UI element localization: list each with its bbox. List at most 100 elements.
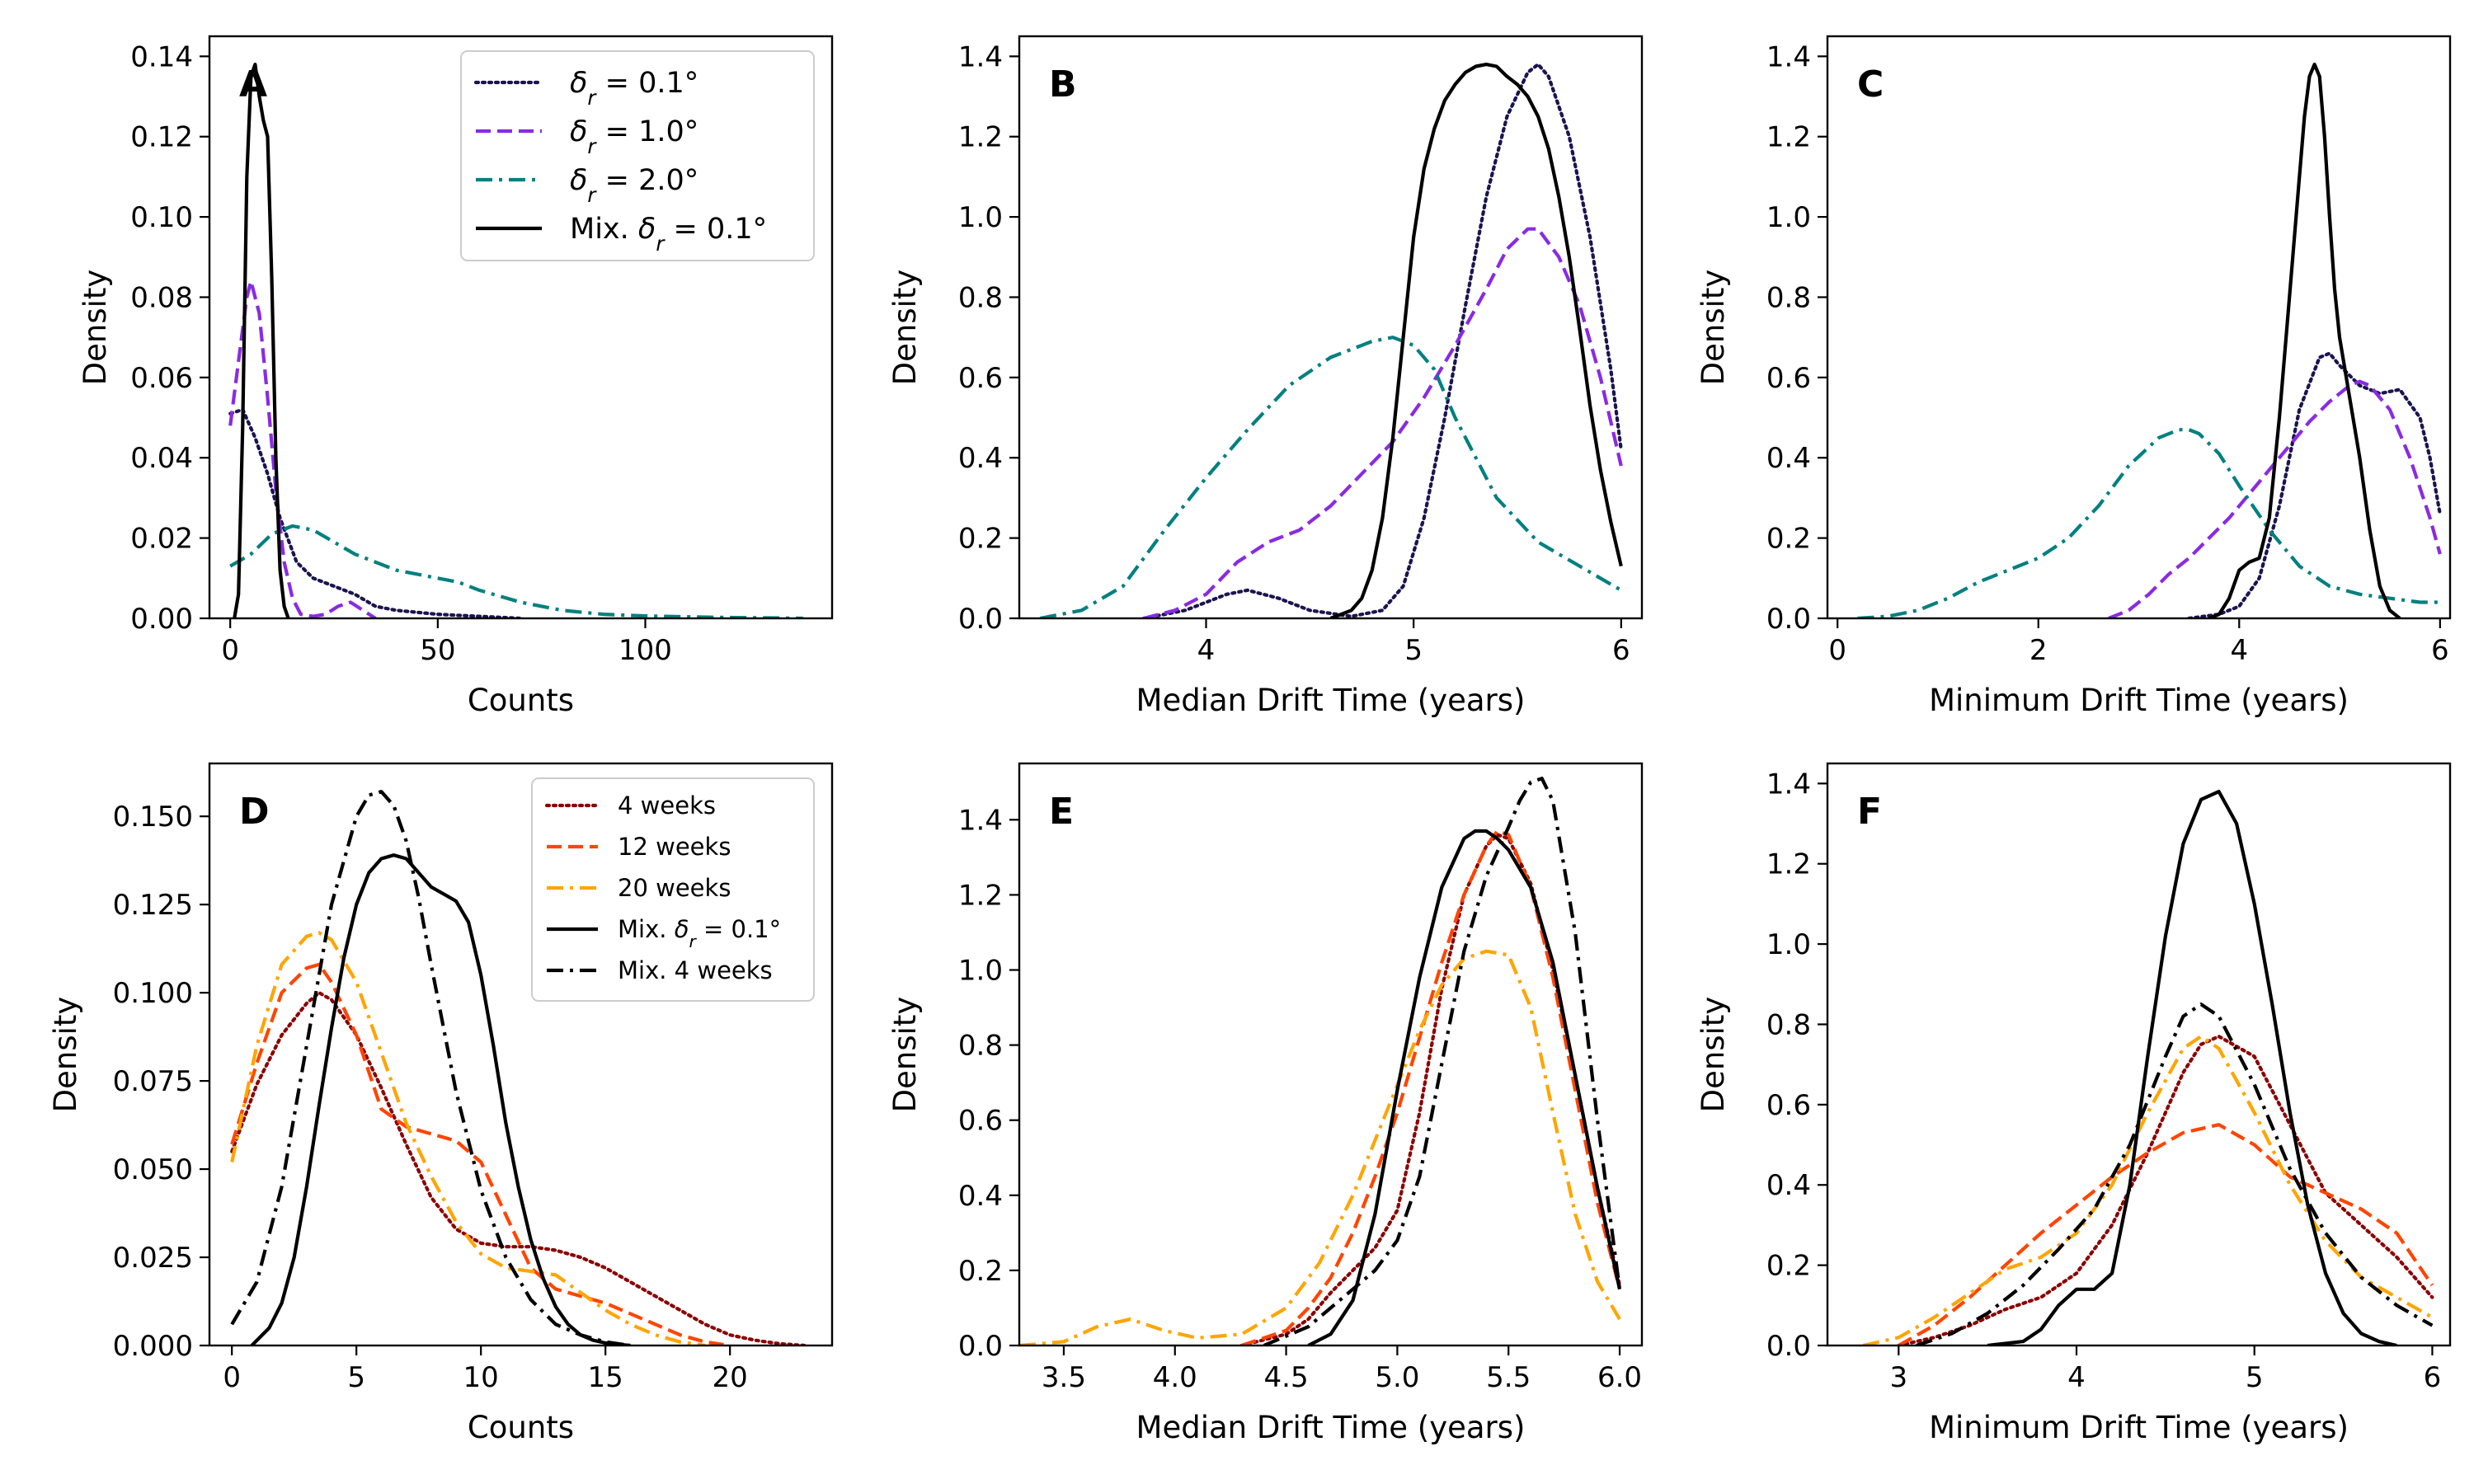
x-axis-label: Median Drift Time (years) xyxy=(1136,683,1526,718)
x-axis-label: Counts xyxy=(468,1410,574,1445)
y-axis-label: Density xyxy=(48,997,83,1113)
legend-entry: Mix. δr = 0.1° xyxy=(570,213,767,256)
series-group xyxy=(1857,62,2442,618)
y-tick-label: 0.100 xyxy=(113,977,193,1010)
series-line-b-0 xyxy=(1141,62,1623,618)
series-line-f-3 xyxy=(1987,789,2397,1345)
y-tick-label: 0.0 xyxy=(958,603,1003,636)
x-tick-label: 3.5 xyxy=(1042,1361,1086,1394)
y-tick-label: 1.4 xyxy=(958,40,1003,73)
y-tick-label: 1.0 xyxy=(1766,928,1811,961)
x-tick-label: 5 xyxy=(2246,1361,2264,1394)
x-tick-label: 4 xyxy=(1197,634,1216,667)
y-tick-label: 0.6 xyxy=(958,362,1003,395)
panel-letter: D xyxy=(239,791,270,833)
x-tick-label: 10 xyxy=(463,1361,499,1394)
x-axis-label: Counts xyxy=(468,683,574,718)
y-tick-label: 0.4 xyxy=(958,442,1003,475)
y-tick-label: 1.4 xyxy=(1766,768,1811,801)
panel-d: 0 5 10 15 20 0.000 0.025 0.050 0.075 0.100 0.125 0.… xyxy=(48,762,834,1445)
x-tick-label: 5.0 xyxy=(1375,1361,1419,1394)
y-axis-label: Density xyxy=(78,270,113,386)
series-line-c-3 xyxy=(2208,62,2401,618)
y-tick-label: 0.14 xyxy=(130,40,193,73)
series-line-c-2 xyxy=(1857,428,2440,618)
series-line-a-0 xyxy=(228,407,523,618)
y-tick-label: 0.06 xyxy=(130,362,193,395)
y-tick-label: 0.8 xyxy=(1766,281,1811,314)
series-line-d-1 xyxy=(230,962,731,1345)
legend-entry: δr = 1.0° xyxy=(570,115,698,158)
y-tick-label: 1.4 xyxy=(1766,40,1811,73)
y-tick-label: 0.04 xyxy=(130,442,193,475)
y-tick-label: 0.6 xyxy=(958,1105,1003,1138)
y-tick-label: 1.0 xyxy=(958,955,1003,988)
y-tick-label: 0.00 xyxy=(130,603,193,636)
series-line-a-2 xyxy=(229,524,803,618)
legend-frame xyxy=(531,777,815,1002)
series-line-d-0 xyxy=(230,990,807,1345)
y-tick-label: 0.075 xyxy=(113,1065,193,1098)
legend-entry: 20 weeks xyxy=(618,874,731,902)
x-tick-label: 4 xyxy=(2230,634,2248,667)
series-line-a-1 xyxy=(228,279,377,618)
y-tick-label: 0.8 xyxy=(1766,1008,1811,1041)
x-tick-label: 15 xyxy=(588,1361,623,1394)
x-tick-label: 5.5 xyxy=(1486,1361,1531,1394)
x-tick-label: 100 xyxy=(618,634,672,667)
panel-b: 4 5 6 0.0 0.2 0.4 0.6 0.8 1.0 1.2 1.4 Median Drift … xyxy=(887,35,1644,718)
x-axis-label: Median Drift Time (years) xyxy=(1136,1410,1526,1445)
y-tick-label: 0.8 xyxy=(958,281,1003,314)
y-axis-label: Density xyxy=(1696,270,1731,386)
panel-letter: F xyxy=(1857,791,1882,833)
legend-entry: 12 weeks xyxy=(618,833,731,861)
y-tick-label: 0.150 xyxy=(113,801,193,834)
y-tick-label: 0.050 xyxy=(113,1153,193,1186)
y-tick-label: 0.0 xyxy=(1766,1330,1811,1363)
panel-f: 3 4 5 6 0.0 0.2 0.4 0.6 0.8 1.0 1.2 1.4 Minimum Drif… xyxy=(1696,762,2452,1445)
series-line-a-3 xyxy=(233,62,290,618)
axes-frame xyxy=(1826,35,2452,620)
series-line-f-0 xyxy=(1897,1034,2434,1345)
y-tick-label: 1.2 xyxy=(958,121,1003,154)
x-tick-label: 5 xyxy=(1404,634,1423,667)
legend: δr = 0.1° δr = 1.0° δr = 2.0° Mix. δr = 0.1… xyxy=(460,50,815,261)
y-tick-label: 1.0 xyxy=(1766,201,1811,234)
series-line-b-2 xyxy=(1039,336,1622,618)
y-tick-label: 0.2 xyxy=(1766,523,1811,556)
x-tick-label: 50 xyxy=(420,634,455,667)
series-line-d-2 xyxy=(230,931,706,1345)
y-tick-label: 0.12 xyxy=(130,121,193,154)
y-tick-label: 0.000 xyxy=(113,1330,193,1363)
y-axis-label: Density xyxy=(1696,997,1731,1113)
series-group xyxy=(228,62,803,618)
y-tick-label: 0.8 xyxy=(958,1030,1003,1063)
legend: 4 weeks 12 weeks 20 weeks Mix. δr = 0.1° Mix… xyxy=(531,777,815,1002)
y-tick-label: 0.4 xyxy=(958,1180,1003,1213)
x-axis-label: Minimum Drift Time (years) xyxy=(1929,1410,2349,1445)
panel-c: 0 2 4 6 0.0 0.2 0.4 0.6 0.8 1.0 1.2 1.4 Minimum Drif… xyxy=(1696,35,2452,718)
panel-letter: A xyxy=(239,63,267,106)
legend-entry: Mix. 4 weeks xyxy=(618,956,773,984)
axes-frame xyxy=(1826,762,2452,1347)
y-tick-label: 0.6 xyxy=(1766,1089,1811,1122)
series-line-d-4 xyxy=(230,790,631,1345)
y-tick-label: 1.2 xyxy=(958,879,1003,912)
y-tick-label: 0.0 xyxy=(958,1330,1003,1363)
x-tick-label: 6 xyxy=(2431,634,2449,667)
legend-entry: Mix. δr = 0.1° xyxy=(618,915,781,951)
series-line-e-0 xyxy=(1239,833,1622,1345)
series-line-f-4 xyxy=(1916,1002,2434,1345)
y-axis-label: Density xyxy=(887,270,923,386)
series-line-d-3 xyxy=(250,853,631,1345)
y-axis-label: Density xyxy=(887,997,923,1113)
y-tick-label: 0.10 xyxy=(130,201,193,234)
x-tick-label: 6 xyxy=(2424,1361,2442,1394)
x-tick-label: 2 xyxy=(2030,634,2048,667)
x-tick-label: 4 xyxy=(2067,1361,2086,1394)
y-tick-label: 0.125 xyxy=(113,889,193,922)
x-tick-label: 20 xyxy=(713,1361,748,1394)
y-tick-label: 0.2 xyxy=(958,523,1003,556)
axes-frame xyxy=(1018,762,1644,1347)
